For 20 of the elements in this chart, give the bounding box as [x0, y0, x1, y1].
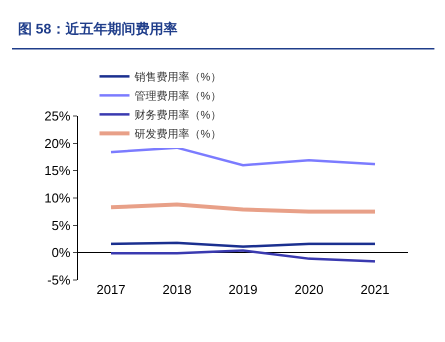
- legend-label: 管理费用率（%）: [134, 90, 222, 103]
- y-tick-label: 25%: [44, 108, 71, 124]
- legend-label: 财务费用率（%）: [134, 108, 222, 122]
- x-tick-label: 2017: [96, 282, 126, 297]
- y-tick-label: 0%: [52, 245, 71, 260]
- x-tick-label: 2021: [360, 282, 390, 297]
- x-tick-label: 2018: [162, 282, 192, 297]
- y-tick-label: -5%: [47, 272, 71, 288]
- y-tick-label: 5%: [52, 218, 71, 233]
- x-tick-label: 2019: [228, 282, 258, 297]
- legend-label: 销售费用率（%）: [134, 70, 222, 84]
- y-tick-label: 20%: [44, 136, 71, 151]
- x-tick-label: 2020: [294, 282, 324, 297]
- y-tick-label: 10%: [44, 190, 71, 206]
- y-tick-label: 15%: [44, 163, 71, 178]
- chart-title: 图 58：近五年期间费用率: [18, 20, 178, 37]
- line-series: [110, 249, 376, 263]
- line-series: [110, 146, 376, 166]
- line-series: [109, 202, 377, 214]
- legend-label: 研发费用率（%）: [134, 128, 222, 141]
